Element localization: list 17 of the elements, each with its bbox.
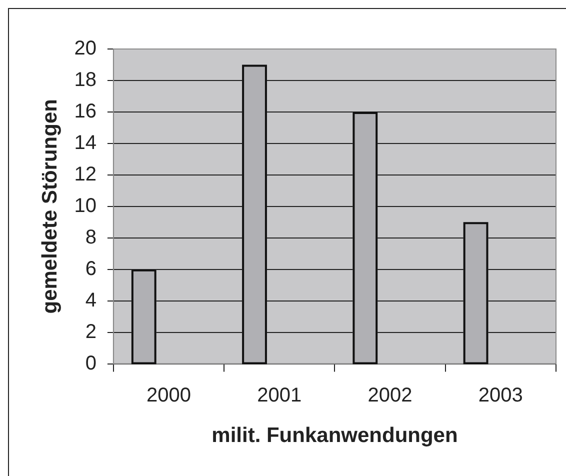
x-tick-label: 2000 bbox=[146, 384, 192, 406]
y-tick-label: 6 bbox=[85, 258, 96, 280]
y-tick-label: 12 bbox=[74, 163, 96, 186]
y-tick-label: 8 bbox=[85, 226, 96, 248]
y-tick-label: 20 bbox=[74, 38, 96, 60]
y-tick-label: 16 bbox=[74, 100, 96, 122]
x-tick-label: 2003 bbox=[478, 384, 523, 406]
x-tick-label: 2002 bbox=[368, 384, 412, 406]
y-tick-label: 18 bbox=[74, 68, 96, 91]
y-axis-title: gemeldete Störungen bbox=[38, 99, 62, 314]
y-tick-label: 4 bbox=[85, 289, 96, 312]
x-tick-label: 2001 bbox=[257, 384, 302, 406]
y-tick-label: 2 bbox=[85, 320, 96, 343]
y-tick-label: 0 bbox=[85, 352, 96, 374]
y-tick-label: 14 bbox=[74, 132, 96, 154]
x-axis-title: milit. Funkanwendungen bbox=[212, 424, 458, 448]
y-tick-label: 10 bbox=[74, 194, 96, 217]
